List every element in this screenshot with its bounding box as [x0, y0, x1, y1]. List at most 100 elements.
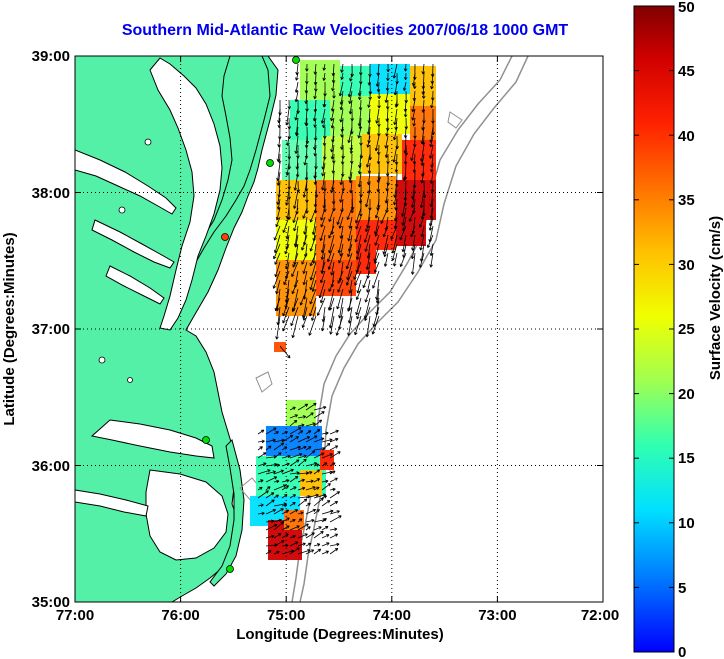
velocity-arrow	[289, 509, 299, 515]
velocity-arrow	[321, 542, 330, 547]
velocity-arrow	[357, 126, 362, 139]
velocity-arrow	[394, 162, 399, 173]
velocity-arrow	[281, 517, 290, 523]
velocity-arrow	[321, 442, 331, 451]
velocity-arrow	[373, 261, 380, 273]
velocity-arrow	[399, 252, 407, 267]
velocity-arrow	[401, 207, 407, 226]
velocity-arrow	[273, 540, 285, 547]
x-axis-label: Longitude (Degrees:Minutes)	[236, 626, 444, 643]
velocity-arrow	[321, 525, 329, 531]
velocity-arrow	[332, 90, 336, 99]
velocity-arrow	[291, 279, 299, 295]
colorbar-tick-label: 40	[678, 128, 695, 145]
velocity-arrow	[382, 225, 389, 238]
velocity-arrow	[289, 475, 299, 483]
radar-station	[292, 56, 300, 64]
velocity-arrow	[297, 415, 307, 419]
velocity-arrow	[305, 402, 317, 411]
velocity-arrow	[365, 315, 371, 338]
velocity-arrow	[292, 207, 299, 223]
velocity-arrow	[364, 306, 371, 321]
velocity-arrow	[320, 243, 326, 260]
velocity-arrow	[265, 534, 275, 539]
velocity-arrow	[293, 216, 299, 232]
velocity-arrow	[285, 162, 290, 176]
velocity-arrow	[403, 108, 408, 118]
velocity-arrow	[277, 153, 282, 164]
velocity-arrow	[329, 542, 340, 547]
velocity-arrow	[421, 90, 426, 99]
colorbar-tick-label: 45	[678, 63, 695, 80]
velocity-arrow	[289, 525, 300, 531]
velocity-arrow	[319, 288, 326, 304]
velocity-arrow	[321, 438, 333, 443]
velocity-arrow	[299, 288, 308, 306]
velocity-arrow	[364, 189, 371, 208]
velocity-arrow	[358, 90, 362, 101]
velocity-arrow	[328, 279, 335, 292]
velocity-arrow	[374, 135, 380, 152]
velocity-arrow	[297, 518, 303, 523]
velocity-arrow	[297, 549, 311, 555]
velocity-arrow	[337, 234, 344, 254]
velocity-arrow	[305, 422, 316, 427]
velocity-arrow	[305, 446, 312, 451]
velocity-arrow	[257, 439, 265, 444]
velocity-arrow	[410, 243, 416, 260]
velocity-arrow	[313, 530, 324, 539]
chesapeake-bay	[149, 57, 223, 331]
velocity-arrow	[281, 533, 289, 539]
velocity-arrow	[281, 479, 290, 483]
velocity-arrow	[321, 479, 329, 484]
velocity-arrow	[374, 207, 380, 219]
velocity-arrow	[330, 261, 335, 276]
velocity-arrow	[356, 306, 362, 320]
velocity-arrow	[384, 135, 389, 149]
velocity-arrow	[265, 445, 272, 451]
velocity-arrow	[313, 486, 320, 491]
velocity-arrow	[313, 543, 321, 547]
velocity-arrow	[305, 435, 318, 443]
velocity-arrow	[289, 547, 300, 555]
velocity-arrow	[320, 108, 326, 124]
velocity-arrow	[302, 180, 308, 198]
velocity-arrow	[310, 306, 317, 321]
velocity-arrow	[377, 90, 381, 100]
colorbar-tick-label: 10	[678, 515, 695, 532]
velocity-arrow	[297, 511, 304, 515]
velocity-arrow	[421, 63, 425, 75]
colorbar-tick-label: 25	[678, 321, 695, 338]
velocity-arrow	[410, 225, 416, 238]
velocity-arrow	[321, 550, 329, 555]
velocity-arrow	[302, 270, 308, 286]
velocity-arrow	[273, 469, 284, 475]
velocity-arrow	[305, 471, 313, 475]
velocity-arrow	[297, 486, 306, 491]
velocity-arrow	[321, 517, 327, 523]
velocity-arrow	[313, 117, 317, 128]
velocity-arrow	[328, 225, 335, 239]
radar-station	[226, 565, 234, 573]
velocity-arrow	[354, 270, 362, 286]
velocity-arrow	[265, 486, 271, 491]
velocity-arrow	[346, 207, 353, 221]
velocity-arrow	[329, 510, 340, 515]
velocity-arrow	[359, 136, 363, 146]
velocity-arrow	[305, 430, 312, 435]
velocity-arrow	[430, 162, 434, 173]
velocity-arrow	[347, 81, 353, 98]
velocity-arrow	[428, 144, 434, 159]
velocity-arrow	[392, 252, 398, 267]
velocity-arrow	[338, 252, 344, 264]
velocity-arrow	[347, 315, 353, 336]
velocity-arrow	[257, 429, 265, 435]
velocity-arrow	[355, 288, 362, 300]
velocity-arrow	[420, 153, 425, 166]
velocity-arrow	[301, 252, 308, 265]
velocity-arrow	[336, 288, 344, 310]
velocity-arrow	[297, 458, 307, 467]
velocity-arrow	[320, 261, 326, 274]
velocity-arrow	[289, 518, 296, 523]
